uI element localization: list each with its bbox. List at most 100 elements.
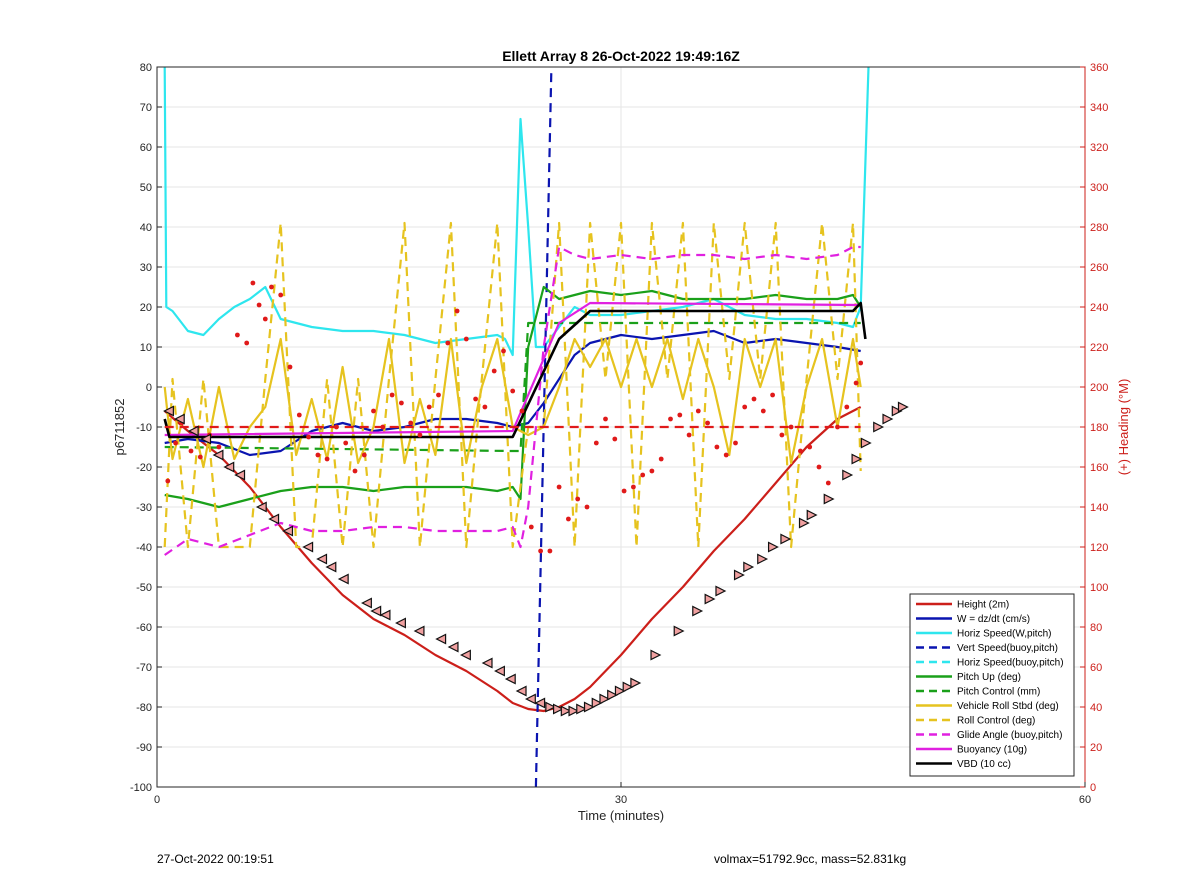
heading-point: [751, 396, 757, 402]
heading-point: [807, 444, 813, 450]
y-tick-label: -20: [136, 462, 152, 474]
heading-point: [473, 396, 478, 402]
y-tick-label: 30: [140, 262, 152, 274]
legend-label: Roll Control (deg): [957, 716, 1035, 727]
height-marker: [897, 401, 909, 413]
heading-point: [510, 388, 516, 394]
y-tick-label: -100: [130, 782, 152, 794]
height-marker: [882, 413, 894, 425]
heading-point: [668, 416, 673, 422]
height-marker: [692, 605, 704, 617]
y-tick-label: 60: [140, 142, 152, 154]
height-marker: [560, 705, 572, 717]
heading-point: [361, 452, 367, 458]
heading-point: [538, 548, 543, 554]
y-tick-label: 40: [140, 222, 152, 234]
heading-point: [445, 340, 451, 346]
heading-point: [426, 404, 432, 410]
y2-tick-label: 240: [1090, 302, 1108, 314]
heading-point: [844, 404, 850, 410]
heading-point: [235, 332, 240, 338]
y-tick-label: 20: [140, 302, 152, 314]
heading-point: [491, 368, 497, 374]
series-line-0: [163, 406, 862, 713]
y2-tick-label: 120: [1090, 542, 1108, 554]
y2-tick-label: 40: [1090, 702, 1102, 714]
height-marker: [524, 693, 536, 705]
series-line-5: [164, 285, 862, 509]
legend-box: [909, 593, 1075, 777]
heading-point: [482, 404, 488, 410]
height-marker: [780, 533, 792, 545]
height-marker: [767, 541, 779, 553]
y2-tick-label: 100: [1090, 582, 1108, 594]
heading-point: [631, 484, 636, 490]
y-tick-label: -90: [136, 742, 152, 754]
heading-point: [380, 424, 386, 430]
y2-tick-label: 60: [1090, 662, 1102, 674]
heading-point: [399, 400, 404, 406]
heading-point: [436, 392, 441, 398]
heading-point: [315, 452, 321, 458]
heading-point: [417, 432, 423, 438]
x-axis-label: Time (minutes): [578, 808, 664, 823]
heading-point: [165, 478, 171, 484]
height-marker: [173, 413, 185, 425]
heading-point: [593, 440, 599, 446]
heading-point: [306, 434, 311, 440]
height-marker: [370, 605, 382, 617]
height-marker: [673, 625, 685, 637]
x-tick-label: 0: [154, 794, 160, 806]
height-marker: [757, 553, 769, 565]
height-marker: [494, 665, 505, 677]
heading-point: [188, 448, 194, 454]
height-marker: [515, 685, 527, 697]
height-marker: [325, 561, 337, 573]
height-marker: [715, 585, 727, 597]
heading-point: [250, 280, 256, 286]
heading-point: [788, 424, 794, 430]
series-line-9: [164, 245, 861, 556]
height-marker: [650, 649, 662, 661]
heading-point: [519, 408, 525, 414]
legend-label: Glide Angle (buoy,pitch): [957, 730, 1062, 741]
y-tick-label: -60: [136, 622, 152, 634]
heading-point: [705, 420, 710, 426]
height-marker: [733, 569, 745, 581]
height-marker: [268, 513, 280, 525]
height-marker: [806, 509, 818, 521]
heading-point: [389, 392, 395, 398]
y-tick-label: -10: [136, 422, 152, 434]
height-marker: [583, 701, 595, 713]
y-axis-label: p6711852: [112, 399, 127, 456]
y-tick-label: 80: [140, 62, 152, 74]
heading-point: [216, 444, 222, 450]
height-marker: [459, 649, 471, 661]
height-marker: [823, 493, 835, 505]
heading-point: [858, 360, 864, 366]
heading-point: [612, 436, 618, 442]
height-marker: [743, 561, 755, 573]
x-tick-label: 30: [615, 794, 627, 806]
heading-point: [528, 524, 534, 530]
height-marker: [545, 701, 557, 713]
height-marker: [842, 469, 854, 481]
heading-point: [658, 456, 664, 462]
y2-tick-label: 340: [1090, 102, 1108, 114]
heading-point: [798, 448, 803, 454]
height-marker: [187, 425, 199, 437]
y-tick-label: -40: [136, 542, 152, 554]
heading-point: [816, 464, 822, 470]
y-tick-label: 50: [140, 182, 152, 194]
y2-tick-label: 360: [1090, 62, 1108, 74]
heading-point: [454, 308, 460, 314]
heading-point: [334, 424, 339, 430]
axes: 80706050403020100-10-20-30-40-50-60-70-8…: [130, 62, 1108, 806]
height-marker: [481, 657, 493, 669]
y2-tick-label: 180: [1090, 422, 1108, 434]
heading-point: [547, 548, 553, 554]
legend-label: Vert Speed(buoy,pitch): [957, 643, 1058, 654]
heading-point: [256, 302, 262, 308]
y2-tick-label: 160: [1090, 462, 1108, 474]
legend-label: Pitch Control (mm): [957, 687, 1040, 698]
